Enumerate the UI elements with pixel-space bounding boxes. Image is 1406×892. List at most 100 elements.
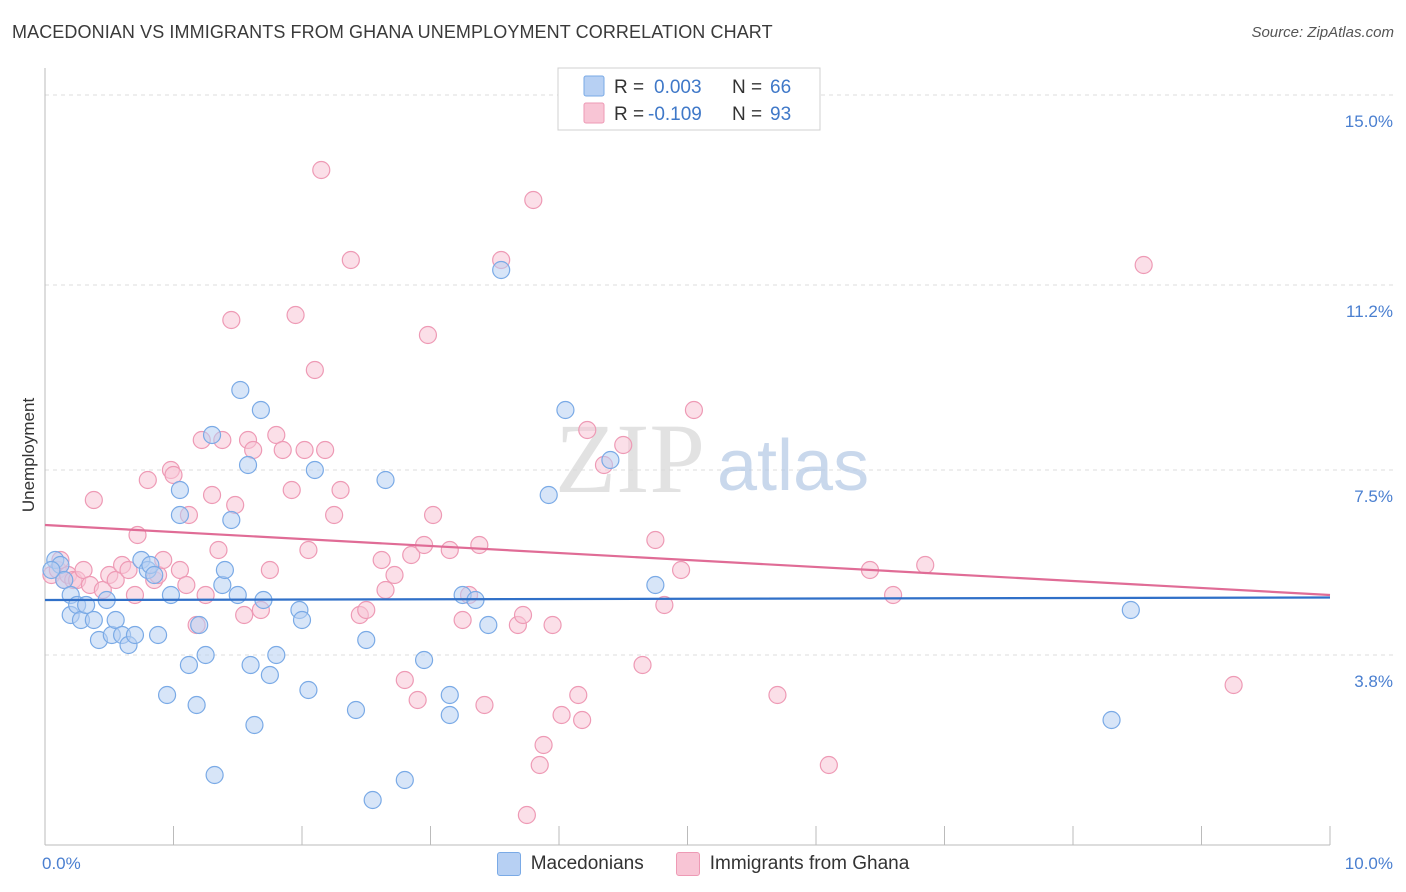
macedonian-point xyxy=(245,715,264,735)
macedonian-point xyxy=(170,480,190,500)
ghana-point xyxy=(267,425,286,445)
axes xyxy=(44,68,1331,846)
macedonian-point xyxy=(363,790,382,810)
legend-n-label-1: N = xyxy=(732,104,762,125)
macedonian-point xyxy=(299,680,318,700)
y-tick-label: 7.5% xyxy=(1354,487,1393,506)
ghana-point xyxy=(164,465,183,485)
macedonian-point xyxy=(215,560,234,580)
ghana-point xyxy=(138,470,157,490)
chart-title: MACEDONIAN VS IMMIGRANTS FROM GHANA UNEM… xyxy=(12,22,773,42)
macedonian-point xyxy=(228,585,247,605)
ghana-point xyxy=(357,600,376,620)
ghana-point xyxy=(286,305,305,325)
legend-r-value-0: 0.003 xyxy=(654,77,702,98)
source-label: Source: ZipAtlas.com xyxy=(1251,24,1394,41)
ghana-point xyxy=(524,190,543,210)
legend: R = 0.003 N = 66 R = -0.109 N = 93 xyxy=(557,67,821,131)
macedonian-point xyxy=(205,765,224,785)
ghana-point xyxy=(395,670,414,690)
ghana-point xyxy=(372,550,391,570)
ghana-point xyxy=(633,655,652,675)
macedonian-point xyxy=(357,630,376,650)
legend-r-value-1: -0.109 xyxy=(648,104,702,125)
grid-lines xyxy=(45,94,1395,656)
legend-n-label-0: N = xyxy=(732,77,762,98)
macedonian-point xyxy=(414,650,434,670)
macedonian-point xyxy=(292,610,312,630)
bottom-legend-swatch-ghana xyxy=(675,852,700,876)
ghana-point xyxy=(530,755,549,775)
macedonian-point xyxy=(84,610,103,630)
macedonian-point xyxy=(170,505,190,525)
macedonian-point xyxy=(267,645,286,665)
ghana-point xyxy=(341,250,360,270)
ghana-point xyxy=(177,575,196,595)
macedonian-point xyxy=(241,655,260,675)
ghana-point xyxy=(325,505,344,525)
ghana-point xyxy=(768,685,787,705)
macedonian-point xyxy=(42,560,61,580)
ghana-point xyxy=(299,540,318,560)
y-axis-label: Unemployment xyxy=(19,398,38,513)
ghana-point xyxy=(408,690,427,710)
macedonian-point xyxy=(222,510,241,530)
macedonian-point xyxy=(231,380,250,400)
macedonian-point xyxy=(55,570,74,590)
ghana-point xyxy=(209,540,228,560)
ghana-point xyxy=(196,585,215,605)
macedonian-point xyxy=(539,485,558,505)
macedonian-point xyxy=(161,585,181,605)
macedonian-point xyxy=(440,705,459,725)
legend-swatch-ghana xyxy=(583,102,605,124)
ghana-point xyxy=(385,565,404,585)
ghana-point xyxy=(552,705,571,725)
ghana-point xyxy=(470,535,489,555)
ghana-point xyxy=(222,310,241,330)
ghana-point xyxy=(282,480,301,500)
ghana-point xyxy=(655,595,674,615)
ghana-point xyxy=(646,530,665,550)
macedonian-point xyxy=(440,685,459,705)
bottom-legend-label-macedonians: Macedonians xyxy=(530,853,644,874)
ghana-point xyxy=(226,495,245,515)
ghana-point xyxy=(125,585,145,605)
bottom-legend-swatch-macedonians xyxy=(496,852,521,876)
macedonian-point xyxy=(179,655,199,675)
legend-r-label-1: R = xyxy=(614,104,644,125)
bottom-legend: Macedonians Immigrants from Ghana xyxy=(0,852,1406,876)
ghana-point xyxy=(517,805,536,825)
ghana-point xyxy=(74,560,93,580)
ghana-point xyxy=(170,560,190,580)
x-tick-label-min: 0.0% xyxy=(42,854,81,873)
watermark-zip: ZIP xyxy=(555,403,705,514)
ghana-point xyxy=(402,545,421,565)
ghana-point xyxy=(543,615,562,635)
bottom-legend-label-ghana: Immigrants from Ghana xyxy=(709,853,910,874)
ghana-point xyxy=(305,360,324,380)
ghana-point xyxy=(614,435,633,455)
legend-n-value-1: 93 xyxy=(770,104,791,125)
y-tick-label: 11.2% xyxy=(1346,302,1393,321)
ghana-point xyxy=(331,480,350,500)
y-tick-label: 15.0% xyxy=(1345,112,1393,131)
macedonian-point xyxy=(492,260,511,280)
macedonian-point xyxy=(376,470,395,490)
macedonian-point xyxy=(601,450,620,470)
ghana-point xyxy=(84,490,103,510)
macedonian-point xyxy=(148,625,168,645)
ghana-point xyxy=(569,685,588,705)
ghana-point xyxy=(260,560,279,580)
x-tick-label-max: 10.0% xyxy=(1345,854,1393,873)
macedonian-point xyxy=(1102,710,1121,730)
ghana-point xyxy=(440,540,459,560)
ghana-point xyxy=(418,325,438,345)
macedonian-point xyxy=(238,455,258,475)
macedonian-point xyxy=(395,770,414,790)
ghana-point xyxy=(684,400,704,420)
macedonian-point xyxy=(157,685,177,705)
ghana-point xyxy=(273,440,292,460)
macedonian-point xyxy=(187,695,206,715)
macedonian-point xyxy=(145,565,164,585)
